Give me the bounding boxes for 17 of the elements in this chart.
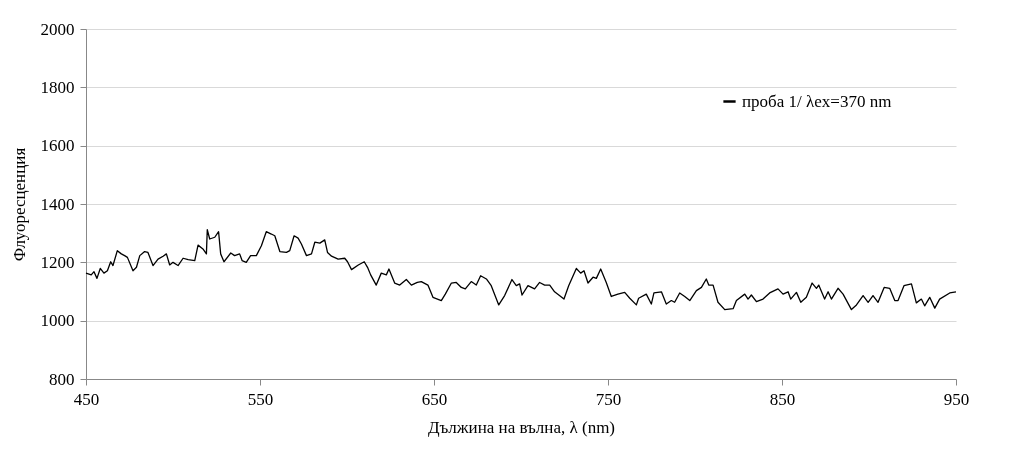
y-axis-title: Флуоресценция: [9, 147, 29, 262]
y-tick-label: 800: [49, 369, 75, 389]
y-tick-label: 1800: [40, 77, 75, 97]
x-tick-label: 550: [247, 389, 274, 409]
y-tick-label: 1600: [40, 136, 75, 156]
y-tick-label: 1400: [40, 194, 75, 214]
x-tick-label: 950: [943, 389, 970, 409]
x-tick-label: 850: [769, 389, 796, 409]
y-tick-label: 2000: [40, 19, 75, 39]
x-axis-title: Дължина на вълна, λ (nm): [427, 417, 616, 437]
y-tick-label: 1000: [40, 311, 75, 331]
line-series: [85, 229, 957, 311]
y-tick-label: 1200: [40, 252, 75, 272]
x-tick-label: 650: [421, 389, 448, 409]
x-tick-label: 750: [595, 389, 622, 409]
x-tick-label: 450: [73, 389, 100, 409]
legend-label: проба 1/ λex=370 nm: [742, 91, 892, 111]
